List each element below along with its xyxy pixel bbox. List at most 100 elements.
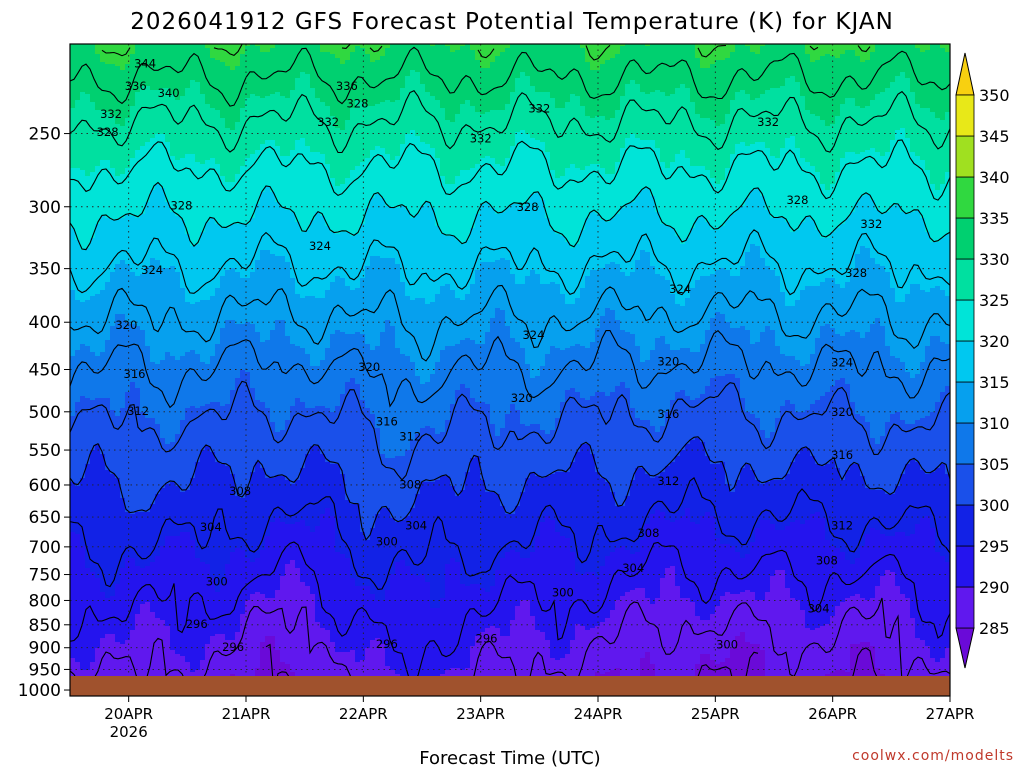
contour-band [945, 562, 950, 649]
contour-band [265, 44, 271, 53]
contour-band [430, 208, 436, 303]
contour-band [540, 366, 546, 431]
contour-band [410, 130, 416, 219]
contour-band [505, 514, 511, 553]
contour-band [845, 470, 851, 561]
contour-band [135, 150, 141, 219]
contour-band [420, 84, 426, 143]
contour-band [885, 152, 891, 213]
contour-band [525, 202, 531, 277]
contour-band [615, 506, 621, 549]
colorbar-label: 310 [979, 414, 1010, 433]
contour-band [855, 414, 861, 465]
contour-band [215, 164, 221, 225]
contour-band [105, 340, 111, 399]
contour-band [675, 586, 681, 693]
contour-band [705, 222, 711, 277]
contour-band [905, 294, 911, 373]
contour-band [195, 462, 201, 559]
contour-band [75, 402, 81, 487]
contour-band [185, 408, 191, 491]
contour-band [460, 46, 466, 105]
contour-band [490, 208, 496, 263]
contour-band [575, 244, 581, 299]
contour-band [820, 120, 826, 185]
contour-band [240, 614, 246, 689]
contour-band [315, 406, 321, 447]
contour-band [190, 246, 196, 305]
contour-line [689, 651, 759, 695]
contour-band [120, 498, 126, 569]
contour-band [695, 44, 701, 59]
contour-band [480, 344, 486, 403]
contour-band [595, 44, 601, 71]
contour-band [500, 110, 506, 167]
contour-band [625, 332, 631, 389]
contour-band [800, 412, 806, 449]
contour-band [915, 210, 921, 285]
contour-band [785, 306, 791, 357]
contour-band [270, 478, 276, 523]
contour-band [200, 232, 206, 301]
contour-band [675, 520, 681, 587]
contour-band [550, 170, 556, 231]
contour-band [485, 492, 491, 593]
colorbar-label: 335 [979, 209, 1010, 228]
contour-band [635, 260, 641, 347]
contour-band [440, 176, 446, 235]
contour-band [610, 174, 616, 219]
contour-band [930, 288, 936, 337]
contour-band [415, 576, 421, 696]
contour-band [220, 464, 226, 585]
contour-band [895, 486, 901, 533]
contour-band [775, 480, 781, 531]
contour-band [375, 346, 381, 429]
contour-band [85, 44, 91, 95]
colorbar-label: 305 [979, 455, 1010, 474]
contour-band [70, 416, 76, 483]
contour-band [905, 78, 911, 139]
contour-line [101, 47, 131, 57]
contour-band [670, 566, 676, 685]
contour-band [725, 44, 731, 59]
contour-band [230, 182, 236, 225]
contour-band [235, 632, 241, 677]
contour-band [755, 418, 761, 481]
contour-band [745, 94, 751, 147]
contour-band [390, 458, 396, 519]
contour-band [275, 256, 281, 321]
contour-band [840, 54, 846, 105]
contour-band [615, 214, 621, 265]
contour-band [320, 514, 326, 629]
contour-band [750, 644, 756, 696]
contour-band [450, 346, 456, 405]
contour-band [845, 218, 851, 283]
contour-band [540, 430, 546, 479]
contour-band [80, 250, 86, 303]
contour-band [200, 406, 206, 451]
contour-band [665, 226, 671, 281]
contour-band [665, 520, 671, 569]
contour-band [395, 456, 401, 523]
contour-band [480, 114, 486, 159]
contour-band [590, 70, 596, 119]
contour-band [670, 294, 676, 351]
contour-band [565, 168, 571, 243]
contour-band [325, 630, 331, 696]
contour-band [340, 394, 346, 475]
contour-band [530, 472, 536, 553]
contour-band [715, 464, 721, 539]
contour-band [555, 532, 561, 661]
contour-band [450, 122, 456, 185]
contour-band [380, 454, 386, 509]
contour-band [220, 406, 226, 465]
contour-band [360, 278, 366, 335]
contour-band [300, 468, 306, 521]
contour-band [145, 142, 151, 203]
contour-band [445, 420, 451, 477]
x-tick-label: 26APR [808, 705, 857, 723]
contour-band [875, 530, 881, 587]
contour-band [115, 176, 121, 221]
contour-band [645, 44, 651, 47]
contour-band [830, 232, 836, 279]
